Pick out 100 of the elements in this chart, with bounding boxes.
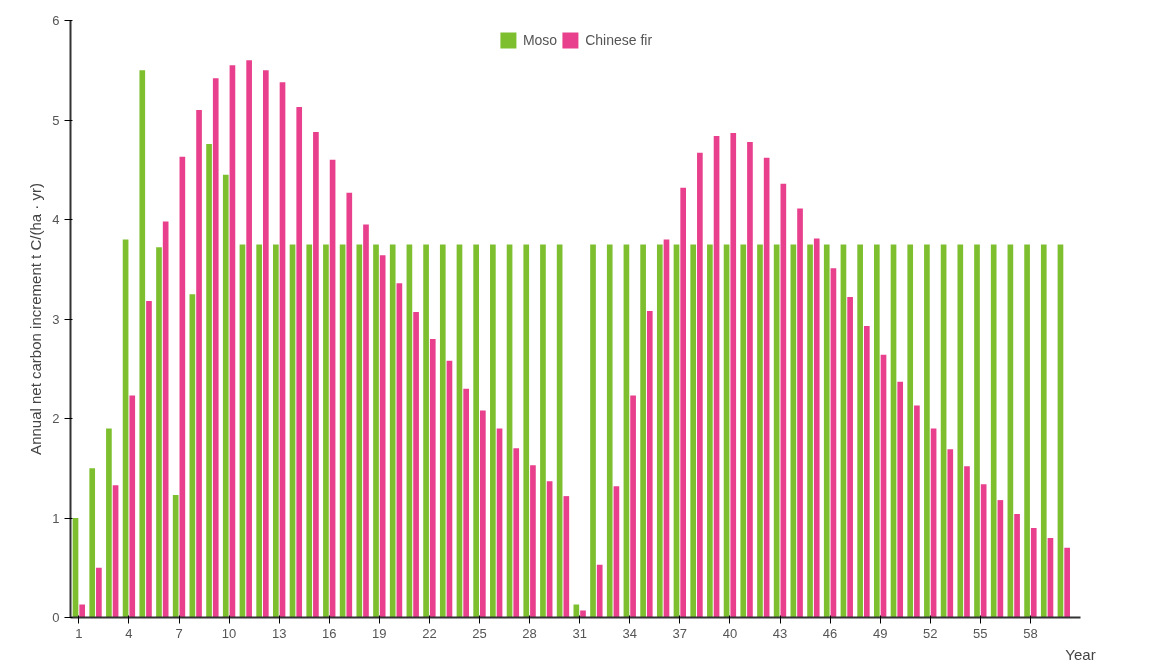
bar xyxy=(413,312,419,618)
x-tick-label: 13 xyxy=(271,625,287,641)
bar xyxy=(1014,514,1020,618)
bar xyxy=(196,110,202,618)
x-tick-label: 1 xyxy=(75,625,83,641)
bar xyxy=(630,395,636,618)
bar xyxy=(429,338,436,618)
y-axis-title: Annual net carbon increment t C/(ha · yr) xyxy=(27,183,45,455)
y-tick-label: 5 xyxy=(52,112,60,128)
bar xyxy=(540,244,546,618)
bar xyxy=(873,244,880,618)
bar xyxy=(807,244,813,618)
bar xyxy=(640,244,646,618)
bar xyxy=(680,187,687,618)
bar xyxy=(246,60,252,618)
bar xyxy=(740,244,747,618)
bar xyxy=(346,192,353,618)
bar xyxy=(1040,244,1047,618)
bar xyxy=(206,143,212,618)
bar xyxy=(707,244,713,618)
bar xyxy=(379,255,386,618)
bar xyxy=(813,238,820,618)
x-tick-label: 52 xyxy=(923,625,938,641)
bar xyxy=(580,610,586,618)
bar xyxy=(747,141,753,618)
x-tick-label: 43 xyxy=(772,625,788,641)
bar xyxy=(573,604,580,618)
y-tick-label: 3 xyxy=(52,311,60,327)
x-tick-label: 16 xyxy=(322,625,337,641)
bar xyxy=(423,244,429,618)
bar xyxy=(212,78,219,618)
bar xyxy=(773,244,780,618)
bar xyxy=(129,395,136,618)
x-tick-label: 40 xyxy=(722,625,738,641)
x-axis-title: Year xyxy=(1065,645,1096,663)
bar xyxy=(757,244,763,618)
bar xyxy=(79,604,86,618)
bar xyxy=(313,131,319,618)
bar xyxy=(530,465,536,618)
bar xyxy=(480,410,486,618)
bar xyxy=(389,244,396,618)
bar xyxy=(262,70,269,618)
bar xyxy=(373,244,379,618)
bar xyxy=(439,244,446,618)
bar xyxy=(146,301,152,618)
y-tick-label: 0 xyxy=(52,610,60,625)
bar xyxy=(513,448,520,618)
bar xyxy=(897,381,904,618)
bar xyxy=(523,244,530,618)
x-tick-label: 25 xyxy=(472,625,487,641)
bar xyxy=(656,244,663,618)
bar xyxy=(914,405,920,618)
bar xyxy=(990,244,997,618)
bar xyxy=(863,325,870,618)
legend-label: Chinese fir xyxy=(585,32,653,48)
bar xyxy=(646,311,653,618)
bar xyxy=(1024,244,1030,618)
bar xyxy=(690,244,697,618)
bar xyxy=(947,449,954,618)
bar xyxy=(356,244,363,618)
bar xyxy=(172,495,179,618)
bar xyxy=(847,297,853,618)
bar xyxy=(273,244,279,618)
bar xyxy=(980,484,987,618)
bar xyxy=(256,244,262,618)
x-tick-label: 34 xyxy=(622,625,637,641)
bar xyxy=(463,388,469,618)
bar xyxy=(590,244,596,618)
bar xyxy=(957,244,964,618)
bar xyxy=(1030,527,1037,618)
bar xyxy=(924,244,930,618)
x-tick-label: 10 xyxy=(221,625,237,641)
x-tick-label: 28 xyxy=(522,625,537,641)
bar xyxy=(606,244,613,618)
bar xyxy=(964,466,970,618)
bar xyxy=(563,496,570,618)
bar xyxy=(730,132,737,618)
bar xyxy=(907,244,914,618)
bar xyxy=(473,244,480,618)
x-tick-label: 7 xyxy=(175,625,183,641)
x-tick-label: 58 xyxy=(1023,625,1038,641)
bar xyxy=(106,428,112,618)
x-tick-label: 4 xyxy=(125,625,133,641)
bar xyxy=(96,567,102,618)
y-tick-label: 1 xyxy=(52,510,60,526)
x-tick-label: 55 xyxy=(973,625,988,641)
bar xyxy=(697,152,703,618)
bar xyxy=(222,174,229,618)
bar xyxy=(89,468,96,618)
x-tick-label: 37 xyxy=(672,625,688,641)
y-tick-label: 6 xyxy=(52,13,60,28)
x-tick-label: 19 xyxy=(372,625,387,641)
bar xyxy=(306,244,313,618)
bar xyxy=(1064,547,1070,618)
x-tick-label: 31 xyxy=(572,625,587,641)
x-tick-label: 46 xyxy=(822,625,838,641)
bar xyxy=(156,247,162,618)
bar xyxy=(823,244,830,618)
bar xyxy=(857,244,863,618)
legend-label: Moso xyxy=(522,32,558,48)
